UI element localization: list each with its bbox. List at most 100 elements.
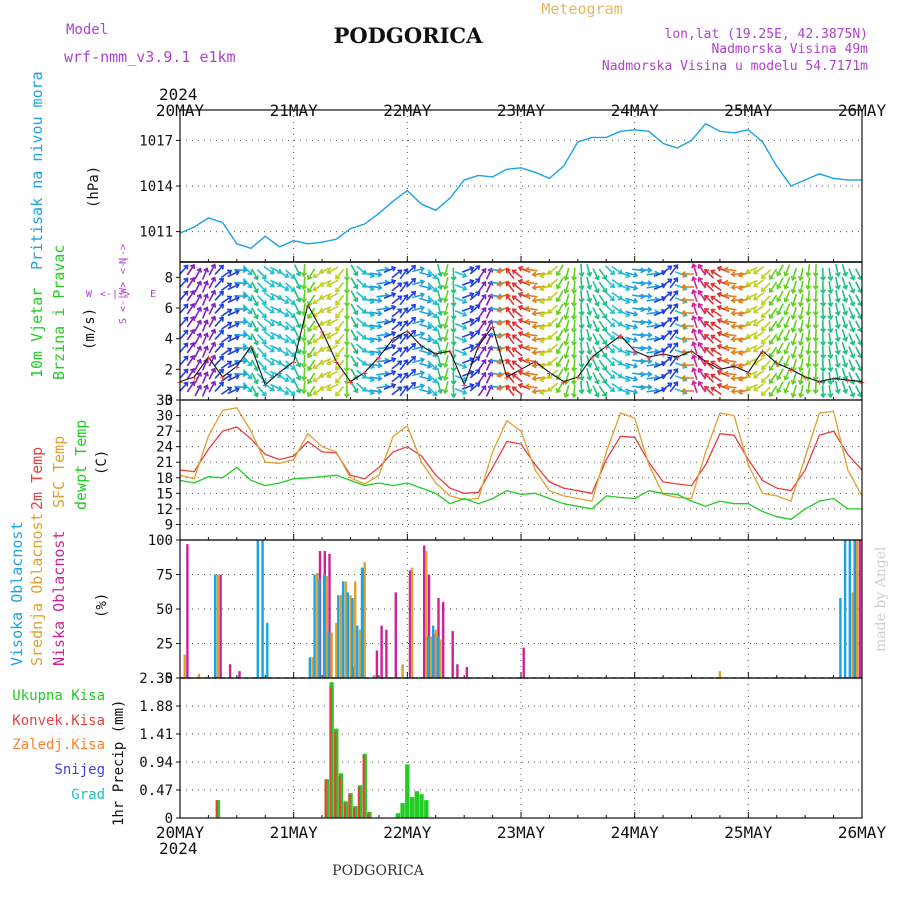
meteogram-label: Meteogram: [541, 0, 622, 18]
wind-arrow-head: [820, 276, 827, 282]
wind-speed-marker: +: [788, 365, 794, 376]
wind-arrow: [399, 307, 409, 319]
wind-arrow-head: [812, 311, 819, 317]
wind-arrow-head: [716, 330, 722, 337]
wind-arrow-head: [704, 385, 710, 391]
wind-arrow: [512, 360, 523, 370]
wind-arrow-head: [481, 320, 487, 326]
wind-arrow: [319, 383, 332, 391]
wind-arrow: [406, 356, 416, 366]
wind-arrow-head: [797, 340, 804, 347]
wind-arrow: [592, 307, 599, 319]
wind-arrow: [327, 318, 339, 326]
wind-arrow: [444, 354, 449, 368]
wind-arrow: [776, 264, 784, 276]
wind-arrow: [208, 303, 216, 315]
wind-arrow: [335, 346, 345, 358]
wind-arrow-head: [247, 361, 253, 367]
y-tick-label: 50: [156, 602, 173, 618]
wind-arrow: [369, 324, 382, 328]
wind-arrow: [506, 268, 515, 280]
wind-arrow: [251, 307, 259, 319]
wind-arrow-head: [411, 316, 417, 322]
wind-arrow-head: [632, 310, 639, 317]
wind-arrow: [746, 266, 758, 274]
wind-arrow: [444, 380, 449, 394]
wind-arrow-head: [680, 374, 686, 382]
y-tick-label: 75: [156, 568, 173, 584]
wind-arrow: [327, 331, 339, 339]
wind-arrow: [753, 265, 765, 275]
wind-arrow-head: [849, 314, 856, 320]
wind-arrow: [461, 280, 474, 286]
wind-arrow: [669, 303, 679, 315]
wind-arrow: [436, 263, 442, 277]
cloud-bar-high: [313, 574, 316, 678]
wind-arrow: [419, 388, 432, 394]
cloud-bar-high: [214, 574, 217, 678]
wind-arrow-head: [312, 273, 318, 279]
wind-arrow: [452, 358, 455, 372]
wind-arrow-head: [335, 274, 341, 280]
wind-arrow: [307, 268, 316, 280]
wind-arrow-head: [511, 386, 517, 392]
wind-speed-marker: +: [248, 342, 254, 353]
wind-arrow: [835, 328, 840, 342]
wind-arrow: [406, 265, 416, 275]
wind-arrow-head: [343, 341, 350, 347]
wind-arrow-head: [437, 284, 444, 291]
wind-arrow-head: [301, 298, 308, 304]
wind-arrow: [791, 268, 798, 280]
wind-arrow-head: [517, 265, 524, 272]
wind-arrow-head: [326, 333, 332, 340]
wind-arrow-head: [469, 266, 475, 272]
precip-unit: 1hr Precip (mm): [111, 700, 127, 826]
wind-arrow: [586, 367, 591, 381]
wind-arrow-head: [326, 385, 332, 392]
wind-arrow: [564, 371, 570, 385]
wind-arrow-head: [377, 362, 383, 369]
wind-arrow: [776, 290, 784, 302]
wind-arrow-head: [219, 381, 225, 387]
precip-bar-conv: [357, 787, 360, 818]
wind-arrow: [625, 375, 638, 381]
wind-arrow: [639, 372, 652, 376]
wind-arrow: [242, 265, 253, 275]
wind-arrow: [807, 341, 811, 355]
wind-speed-marker: +: [490, 322, 496, 333]
wind-arrow-head: [253, 314, 259, 320]
wind-arrow-head: [496, 281, 502, 287]
wind-arrow-head: [768, 287, 774, 293]
wind-arrow: [761, 321, 771, 331]
wind-arrow-head: [594, 353, 600, 359]
wind-arrow-head: [609, 270, 615, 276]
wind-arrow: [618, 309, 630, 317]
wind-arrow: [753, 369, 765, 379]
wind-arrow-head: [524, 305, 530, 312]
wind-arrow: [669, 277, 679, 289]
wind-arrow: [201, 333, 208, 345]
wind-arrow-head: [737, 375, 743, 382]
wind-arrow: [399, 372, 409, 384]
wind-arrow: [841, 342, 847, 354]
wind-arrow-head: [261, 378, 267, 384]
wind-arrow-head: [442, 336, 449, 343]
wind-arrow: [477, 333, 487, 345]
wind-arrow: [580, 263, 583, 277]
wind-arrow-head: [790, 314, 797, 320]
wind-arrow: [598, 268, 607, 280]
wind-arrow: [257, 386, 267, 396]
cloud-bar-high: [360, 567, 364, 678]
wind-arrow: [178, 303, 189, 315]
wind-arrow: [828, 358, 832, 372]
wind-arrow: [242, 278, 253, 288]
wind-arrow-head: [377, 284, 383, 291]
wind-arrow: [391, 386, 402, 396]
wind-arrow: [452, 293, 455, 307]
svg-text:W: W: [86, 289, 93, 300]
wind-arrow-head: [261, 274, 267, 280]
wind-arrow: [285, 321, 296, 331]
wind-arrow: [646, 337, 659, 341]
wind-arrow: [452, 345, 455, 359]
cloud-bar-low: [328, 553, 331, 678]
